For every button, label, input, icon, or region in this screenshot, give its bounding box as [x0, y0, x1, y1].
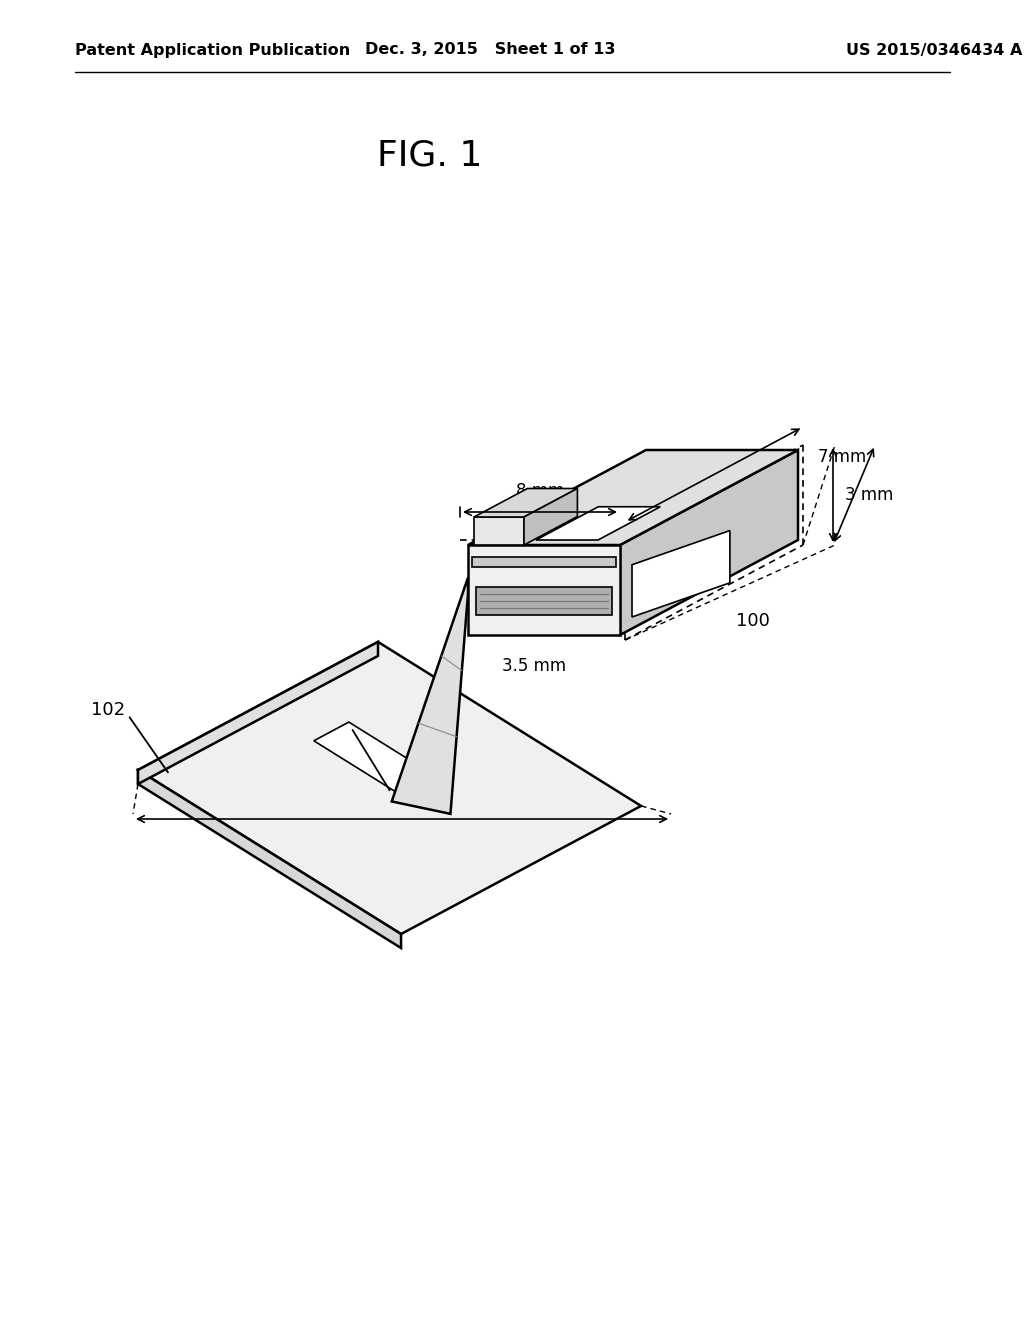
Polygon shape [474, 517, 524, 545]
Text: US 2015/0346434 A1: US 2015/0346434 A1 [846, 42, 1024, 58]
Polygon shape [524, 488, 578, 545]
Text: 101: 101 [309, 714, 343, 731]
Text: Patent Application Publication: Patent Application Publication [75, 42, 350, 58]
Polygon shape [313, 722, 437, 796]
Polygon shape [476, 587, 612, 615]
Polygon shape [620, 450, 798, 635]
Text: 100: 100 [736, 612, 770, 631]
Text: 102: 102 [91, 701, 125, 719]
Text: FIG. 1: FIG. 1 [377, 139, 482, 172]
Polygon shape [536, 507, 660, 540]
Text: Dec. 3, 2015   Sheet 1 of 13: Dec. 3, 2015 Sheet 1 of 13 [365, 42, 615, 58]
Text: 8 mm: 8 mm [516, 482, 564, 500]
Polygon shape [138, 642, 378, 784]
Polygon shape [474, 488, 578, 517]
Polygon shape [632, 531, 730, 616]
Polygon shape [472, 557, 616, 568]
Polygon shape [468, 545, 620, 635]
Polygon shape [138, 770, 401, 948]
Polygon shape [138, 642, 641, 935]
Text: 7 mm: 7 mm [818, 449, 866, 466]
Text: 3.5 mm: 3.5 mm [502, 657, 566, 675]
Polygon shape [468, 450, 798, 545]
Polygon shape [392, 578, 468, 814]
Text: 35 mm: 35 mm [392, 832, 452, 849]
Text: 3 mm: 3 mm [845, 486, 893, 504]
